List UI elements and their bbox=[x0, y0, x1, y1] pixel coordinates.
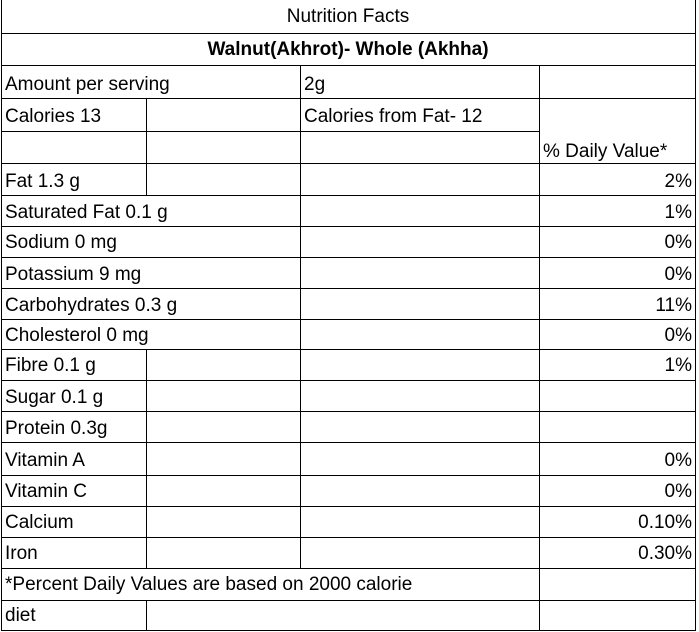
nutrient-name-vitamin-a: Vitamin A bbox=[5, 451, 85, 470]
nutrient-name-potassium: Potassium 9 mg bbox=[5, 265, 142, 284]
grid-line bbox=[1, 257, 695, 258]
nutrient-name-calcium: Calcium bbox=[5, 513, 74, 532]
nutrient-name-sugar: Sugar 0.1 g bbox=[5, 388, 104, 407]
grid-line bbox=[1, 226, 695, 227]
nutrient-name-cholesterol: Cholesterol 0 mg bbox=[5, 326, 149, 345]
serving-value: 2g bbox=[304, 75, 326, 94]
nutrient-dv-potassium: 0% bbox=[664, 265, 692, 284]
grid-line bbox=[1, 131, 540, 132]
grid-line bbox=[1, 33, 695, 34]
grid-line bbox=[146, 442, 147, 568]
nutrient-name-vitamin-c: Vitamin C bbox=[5, 482, 88, 501]
calories-from-fat: Calories from Fat- 12 bbox=[304, 107, 483, 126]
grid-line bbox=[1, 568, 695, 569]
nutrient-dv-vitamin-a: 0% bbox=[664, 451, 692, 470]
grid-line bbox=[146, 98, 147, 195]
nutrient-name-sodium: Sodium 0 mg bbox=[5, 233, 117, 252]
grid-line bbox=[1, 380, 695, 381]
grid-line bbox=[1, 411, 695, 412]
grid-line bbox=[1, 630, 695, 631]
nutrient-dv-fibre: 1% bbox=[664, 356, 692, 375]
table-title: Nutrition Facts bbox=[286, 7, 410, 26]
nutrient-dv-saturated-fat: 1% bbox=[664, 203, 692, 222]
serving-label: Amount per serving bbox=[5, 75, 170, 94]
product-name: Walnut(Akhrot)- Whole (Akhha) bbox=[207, 40, 489, 59]
nutrient-name-carbohydrates: Carbohydrates 0.3 g bbox=[5, 296, 178, 315]
nutrient-name-protein: Protein 0.3g bbox=[5, 419, 108, 438]
grid-line bbox=[1, 288, 695, 289]
nutrient-dv-calcium: 0.10% bbox=[638, 513, 692, 532]
grid-line bbox=[539, 65, 540, 631]
footnote-line-1: *Percent Daily Values are based on 2000 … bbox=[5, 575, 413, 594]
grid-line bbox=[1, 319, 695, 320]
grid-line bbox=[1, 537, 695, 538]
grid-line bbox=[300, 65, 301, 568]
nutrient-name-saturated-fat: Saturated Fat 0.1 g bbox=[5, 203, 168, 222]
daily-value-header: % Daily Value* bbox=[543, 142, 668, 161]
nutrient-dv-cholesterol: 0% bbox=[664, 326, 692, 345]
nutrient-dv-iron: 0.30% bbox=[638, 544, 692, 563]
nutrient-dv-carbohydrates: 11% bbox=[655, 296, 692, 315]
grid-line bbox=[1, 442, 695, 443]
grid-line bbox=[146, 349, 147, 442]
grid-line bbox=[1, 163, 695, 164]
nutrient-name-iron: Iron bbox=[5, 544, 38, 563]
grid-line bbox=[1, 0, 2, 631]
footnote-line-2: diet bbox=[5, 606, 36, 625]
grid-line bbox=[1, 65, 695, 66]
grid-line bbox=[1, 506, 695, 507]
nutrient-dv-fat: 2% bbox=[664, 172, 692, 191]
grid-line bbox=[1, 349, 695, 350]
grid-line bbox=[1, 475, 695, 476]
nutrient-name-fat: Fat 1.3 g bbox=[5, 172, 80, 191]
grid-line bbox=[695, 0, 696, 631]
nutrient-dv-vitamin-c: 0% bbox=[664, 482, 692, 501]
calories-label: Calories 13 bbox=[5, 107, 102, 126]
grid-line bbox=[1, 98, 695, 99]
grid-line bbox=[1, 600, 695, 601]
grid-line bbox=[146, 600, 147, 631]
nutrient-dv-sodium: 0% bbox=[664, 233, 692, 252]
grid-line bbox=[1, 195, 695, 196]
nutrient-name-fibre: Fibre 0.1 g bbox=[5, 356, 96, 375]
